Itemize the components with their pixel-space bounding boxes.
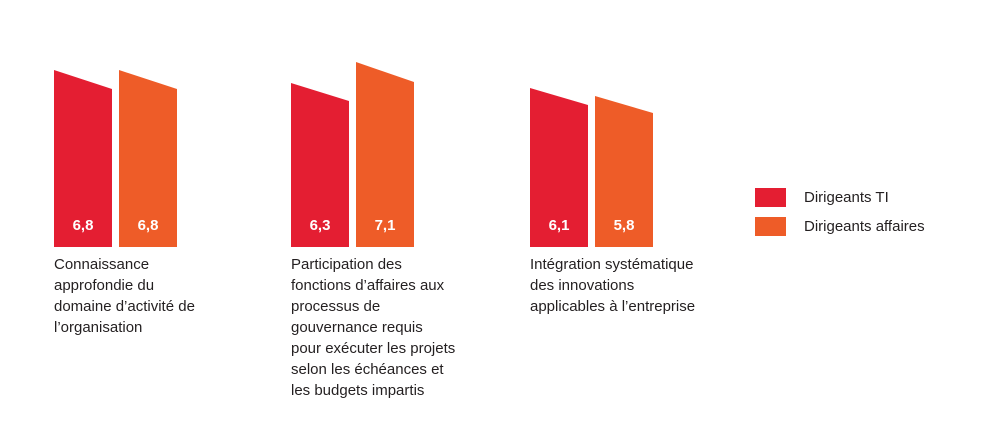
legend-label-dirigeants-affaires: Dirigeants affaires	[804, 218, 925, 235]
bar-value-label: 7,1	[374, 217, 396, 234]
bar-dirigeants-ti-group-2: 6,3	[291, 83, 349, 247]
legend-row-dirigeants-ti: Dirigeants TI	[755, 188, 925, 207]
bar-value-label: 6,3	[309, 217, 331, 234]
legend-row-dirigeants-affaires: Dirigeants affaires	[755, 217, 925, 236]
bar-value-label: 6,8	[72, 217, 94, 234]
category-label-3: Intégration systématique des innovations…	[530, 256, 696, 315]
bar-value-label: 6,8	[137, 217, 159, 234]
category-group-3: 6,1 5,8 Intégration systématique des innov…	[530, 0, 760, 421]
bar-value-label: 5,8	[613, 217, 635, 234]
bar-dirigeants-affaires-group-2: 7,1	[356, 62, 414, 247]
category-group-2: 6,3 7,1 Participation des fonctions d’affa…	[291, 0, 521, 421]
bar-dirigeants-affaires-group-1: 6,8	[119, 70, 177, 247]
category-label-2: Participation des fonctions d’affaires a…	[291, 256, 456, 399]
legend-swatch-dirigeants-affaires	[755, 217, 786, 236]
category-group-1: 6,8 6,8 Connaissance approfondie du domain…	[54, 0, 284, 421]
legend-label-dirigeants-ti: Dirigeants TI	[804, 189, 889, 206]
legend-swatch-dirigeants-ti	[755, 188, 786, 207]
bar-dirigeants-ti-group-1: 6,8	[54, 70, 112, 247]
legend: Dirigeants TI Dirigeants affaires	[755, 188, 925, 246]
bar-value-label: 6,1	[548, 217, 570, 234]
bar-dirigeants-ti-group-3: 6,1	[530, 88, 588, 247]
bar-dirigeants-affaires-group-3: 5,8	[595, 96, 653, 247]
category-label-1: Connaissance approfondie du domaine d’ac…	[54, 256, 195, 336]
